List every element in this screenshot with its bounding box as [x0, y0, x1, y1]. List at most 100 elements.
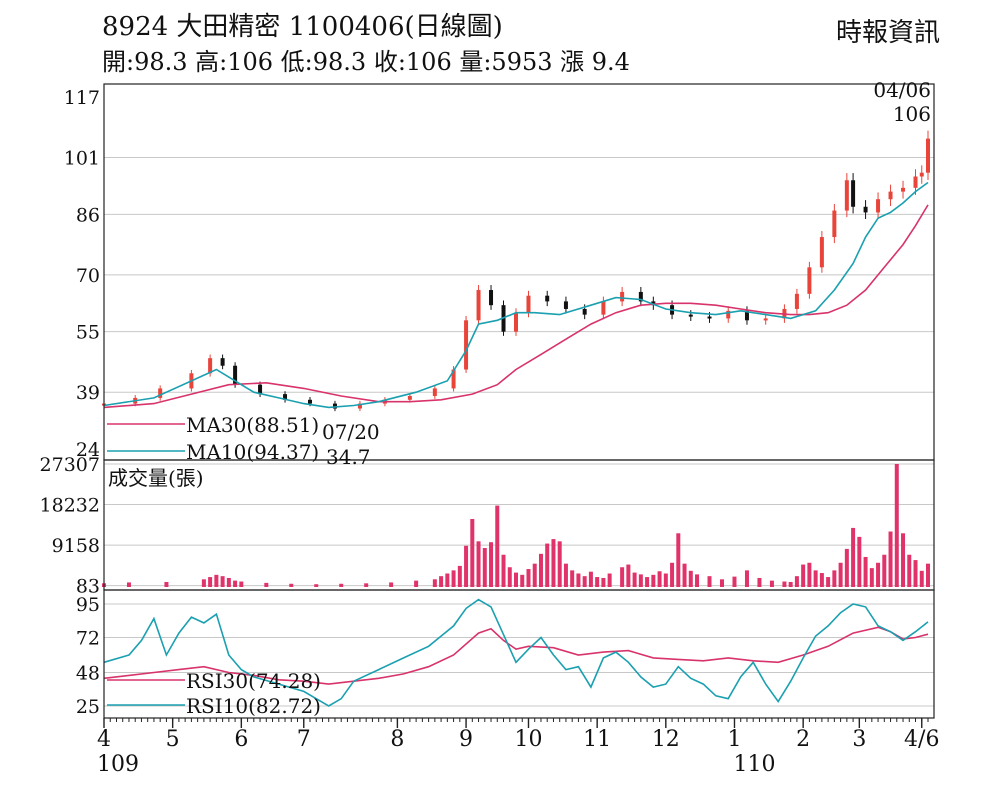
month-label: 4 — [97, 727, 111, 752]
candle-body — [451, 369, 456, 389]
candle-body — [851, 180, 856, 207]
volume-bar — [832, 570, 837, 587]
rsi-tick-label: 72 — [76, 628, 100, 650]
month-label: 5 — [166, 727, 180, 752]
volume-bar — [695, 574, 700, 587]
candle-body — [807, 267, 812, 294]
candle-body — [489, 290, 494, 306]
volume-bar — [632, 572, 637, 587]
month-label: 11 — [583, 727, 611, 752]
volume-bar — [214, 574, 219, 587]
year-label: 109 — [97, 752, 139, 777]
volume-bar — [164, 581, 169, 587]
candle-body — [582, 308, 587, 315]
volume-bar — [520, 574, 525, 587]
candle-body — [601, 301, 606, 315]
volume-bar — [220, 576, 225, 587]
candle-body — [901, 187, 906, 192]
candle-body — [407, 396, 412, 400]
legend-ma30: MA30(88.51) — [186, 413, 319, 437]
candle-body — [876, 199, 881, 213]
year-label: 110 — [733, 752, 775, 777]
volume-bar — [476, 541, 481, 587]
candle-body — [514, 312, 518, 332]
volume-bar — [208, 577, 213, 587]
candle-body — [432, 388, 437, 397]
volume-bar — [857, 536, 862, 587]
month-label: 12 — [652, 727, 680, 752]
volume-bar — [813, 570, 818, 587]
candle-body — [832, 210, 837, 238]
candle-body — [763, 318, 768, 321]
low-price-label: 34.7 — [326, 445, 371, 469]
volume-bar — [576, 573, 581, 587]
volume-bar — [507, 567, 512, 587]
price-tick-label: 101 — [64, 148, 100, 170]
candle-body — [308, 399, 312, 404]
volume-bar — [289, 583, 294, 587]
volume-bar — [888, 531, 893, 587]
volume-bar — [620, 567, 625, 587]
volume-bar — [807, 562, 812, 587]
volume-bar — [557, 541, 562, 587]
candle-body — [863, 206, 868, 213]
ohlc-summary: 開:98.3 高:106 低:98.3 收:106 量:5953 漲 9.4 — [102, 48, 630, 76]
volume-bar — [264, 582, 269, 587]
volume-bar — [819, 573, 824, 587]
candle-body — [744, 310, 749, 321]
month-label: 7 — [297, 727, 311, 752]
grid-lines — [104, 157, 934, 707]
volume-bar — [233, 580, 238, 587]
volume-bar — [688, 570, 693, 587]
price-tick-label: 117 — [64, 87, 100, 109]
volume-bar — [732, 576, 737, 587]
volume-bar — [239, 581, 244, 587]
month-label: 9 — [459, 727, 473, 752]
rsi-tick-label: 95 — [76, 594, 100, 616]
candle-body — [563, 301, 568, 309]
volume-bar — [570, 570, 575, 587]
volume-bar — [601, 577, 606, 587]
data-source-label: 時報資訊 — [835, 18, 940, 48]
volume-bar — [607, 573, 612, 587]
volume-bar — [451, 570, 456, 587]
volume-bar — [389, 582, 394, 587]
volume-bar — [226, 577, 231, 587]
volume-bar — [894, 464, 899, 587]
month-label: 6 — [234, 727, 248, 752]
last-date-label: 04/06 — [873, 78, 931, 102]
volume-bar — [851, 527, 856, 587]
price-tick-label: 86 — [76, 204, 100, 226]
volume-bar — [526, 569, 531, 587]
volume-bar — [501, 554, 506, 587]
candle-body — [476, 290, 481, 321]
volume-bar — [876, 562, 881, 587]
volume-bar — [651, 574, 656, 587]
volume-bar — [826, 577, 831, 587]
volume-bar — [663, 573, 668, 587]
volume-tick-label: 83 — [76, 576, 100, 598]
candle-body — [651, 301, 656, 306]
volume-bar — [364, 583, 369, 587]
volume-bar — [882, 554, 887, 587]
price-tick-label: 55 — [76, 322, 100, 344]
volume-bar — [514, 572, 518, 587]
volume-title: 成交量(張) — [108, 466, 204, 490]
indicator-lines — [103, 181, 929, 707]
volume-bar — [532, 563, 537, 587]
candle-body — [220, 358, 225, 366]
volume-bar — [757, 577, 762, 587]
low-date-label: 07/20 — [322, 420, 380, 444]
candle-body — [357, 403, 362, 409]
volume-tick-label: 27307 — [40, 454, 100, 476]
volume-bar — [314, 584, 319, 587]
annotations: 04/06 106 07/20 34.7 — [322, 78, 931, 469]
volume-bar — [445, 573, 450, 587]
price-tick-label: 70 — [76, 265, 100, 287]
volume-bar — [720, 579, 724, 587]
volume-bar — [538, 553, 543, 587]
rsi-tick-label: 48 — [76, 662, 100, 684]
axis-labels: 1171018670553924273071823291588395724825… — [40, 87, 940, 777]
volume-bar — [801, 564, 806, 587]
